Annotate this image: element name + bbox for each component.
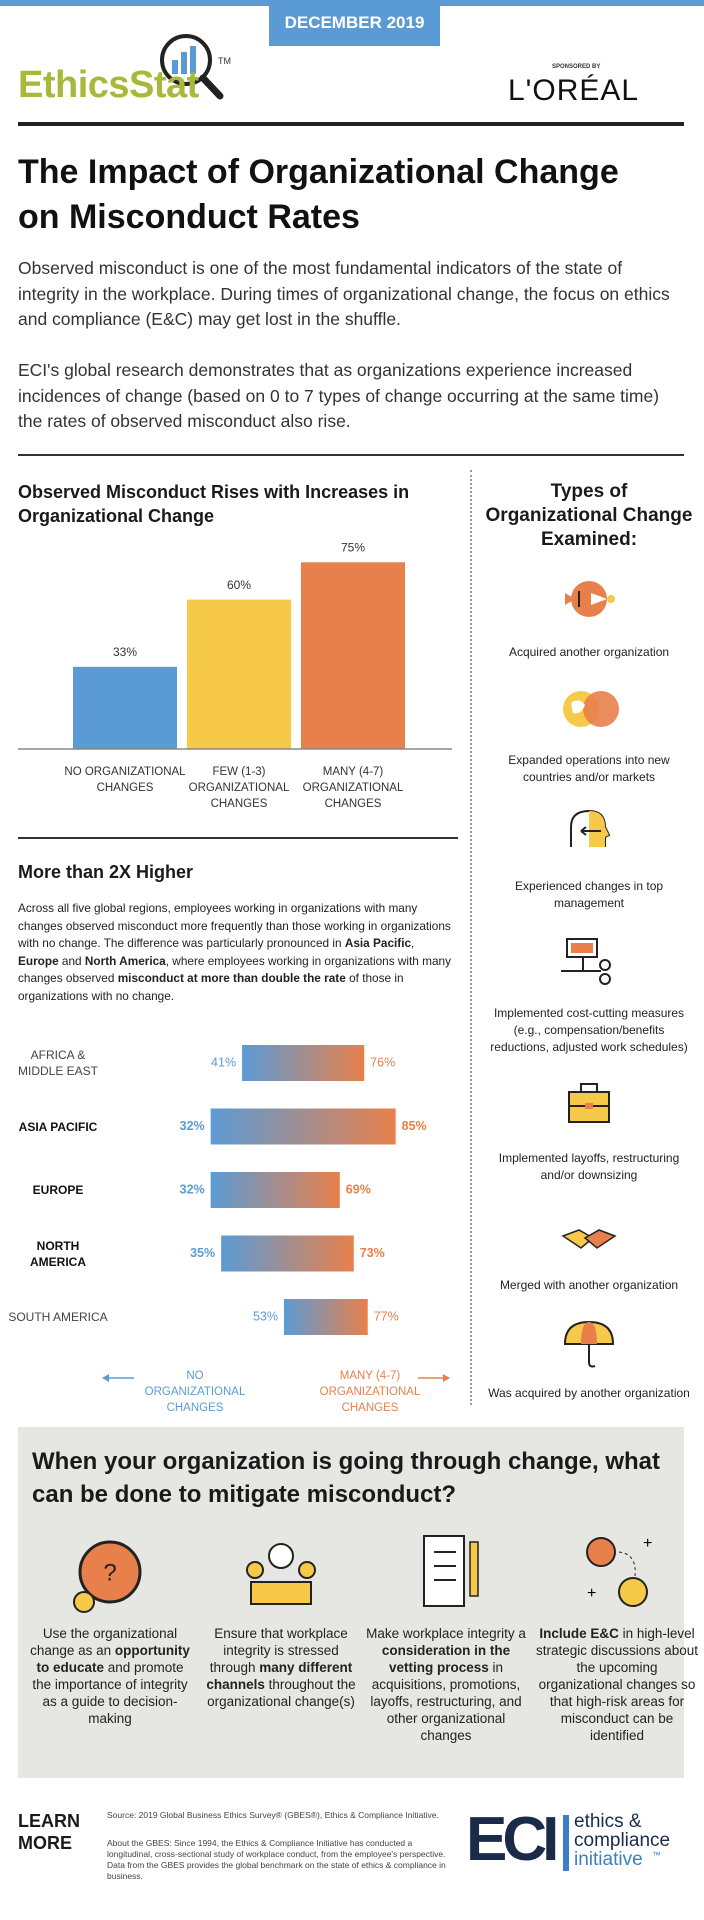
- trademark: TM: [218, 56, 231, 66]
- range-bar: [210, 1108, 396, 1145]
- text-run: Include E&C: [539, 1626, 619, 1641]
- mitigation-text: Ensure that workplace integrity is stres…: [199, 1625, 363, 1710]
- mitigation-text: Use the organizational change as an oppo…: [28, 1625, 192, 1727]
- org-name: ethics &: [574, 1811, 642, 1832]
- chart-description: Across all five global regions, employee…: [18, 900, 458, 1005]
- divider: [18, 122, 684, 126]
- text-run: Asia Pacific: [344, 936, 412, 950]
- sponsor-label: SPONSORED BY: [552, 64, 601, 70]
- bar: [301, 562, 405, 749]
- type-icons: [561, 581, 619, 1368]
- logo-bar: [563, 1815, 569, 1871]
- text-run: consideration in the vetting process: [381, 1643, 511, 1675]
- text-run: and promote the importance of integrity …: [32, 1660, 188, 1726]
- x-tick-label: NO ORGANIZATIONAL CHANGES: [64, 766, 186, 794]
- bar: [73, 666, 177, 749]
- value-label: 33%: [113, 645, 137, 659]
- category-label: SOUTH AMERICA: [8, 1310, 108, 1324]
- logo-icon: [160, 34, 224, 100]
- mitigation-text: Make workplace integrity a consideration…: [364, 1625, 528, 1744]
- text-run: misconduct at more than double the rate: [117, 971, 346, 985]
- title: The Impact of Organizational Change on M…: [18, 153, 619, 236]
- legend-arrows: [102, 1374, 450, 1382]
- type-label: Implemented layoffs, restructuring and/o…: [498, 1151, 680, 1182]
- svg-text:+: +: [587, 1585, 596, 1602]
- types-title: Types of Organizational Change Examined:: [485, 481, 693, 550]
- text-run: many different channels: [206, 1660, 353, 1692]
- x-tick-label: FEW (1-3) ORGANIZATIONAL CHANGES: [188, 766, 290, 810]
- value-label: 85%: [402, 1119, 427, 1133]
- legend-label: NO ORGANIZATIONAL CHANGES: [144, 1370, 246, 1414]
- category-label: NORTH AMERICA: [30, 1238, 86, 1269]
- text-run: Europe: [18, 953, 59, 968]
- value-label: 41%: [211, 1055, 236, 1069]
- org-name: initiative: [574, 1849, 643, 1870]
- category-label: AFRICA & MIDDLE EAST: [17, 1048, 98, 1078]
- text-run: in acquisitions, promotions, layoffs, re…: [370, 1660, 522, 1743]
- eci-logo: ECI: [466, 1805, 559, 1874]
- type-label: Experienced changes in top management: [514, 879, 664, 910]
- value-label: 77%: [374, 1309, 399, 1323]
- svg-text:+: +: [643, 1535, 652, 1552]
- bar: [187, 599, 291, 749]
- value-label: 69%: [346, 1182, 371, 1196]
- divider: [18, 837, 458, 839]
- range-chart: 41% 76% 32% 85% 32% 69% 35% 73% 53% 77%: [180, 1045, 427, 1335]
- x-tick-label: MANY (4-7) ORGANIZATIONAL CHANGES: [302, 766, 404, 810]
- mitigation-text: Include E&C in high-level strategic disc…: [535, 1625, 699, 1744]
- divider: [18, 454, 684, 456]
- text-run: Ensure that workplace integrity is stres…: [209, 1626, 348, 1675]
- text-run: ,: [411, 936, 415, 950]
- type-label: Expanded operations into new countries a…: [508, 753, 670, 784]
- type-label: Acquired another organization: [508, 645, 670, 659]
- value-label: 32%: [180, 1182, 205, 1196]
- chart-title: Observed Misconduct Rises with Increases…: [18, 482, 410, 526]
- learn-more[interactable]: LEARN MORE: [18, 1811, 80, 1853]
- value-label: 76%: [370, 1055, 395, 1069]
- text-run: , where employees working in organizatio…: [18, 953, 451, 986]
- mitigation-title: When your organization is going through …: [32, 1448, 660, 1508]
- intro-paragraph: Observed misconduct is one of the most f…: [18, 258, 670, 329]
- text-run: in high-level strategic discussions abou…: [535, 1626, 699, 1743]
- text-run: Use the organizational change as an: [30, 1626, 178, 1658]
- source: Source: 2019 Global Business Ethics Surv…: [107, 1810, 439, 1820]
- value-label: 35%: [190, 1246, 215, 1260]
- value-label: 60%: [227, 578, 251, 592]
- range-bar: [242, 1045, 365, 1081]
- type-label: Implemented cost-cutting measures (e.g.,…: [490, 1006, 688, 1054]
- trademark: ™: [652, 1850, 661, 1860]
- text-run: Across all five global regions, employee…: [18, 901, 451, 950]
- range-bar: [210, 1172, 340, 1208]
- svg-text:?: ?: [103, 1559, 116, 1586]
- value-label: 75%: [341, 540, 365, 554]
- type-label: Merged with another organization: [499, 1278, 679, 1292]
- type-label: Was acquired by another organization: [488, 1386, 690, 1400]
- value-label: 32%: [180, 1119, 205, 1133]
- bar-chart: 33% 60% 75%: [18, 540, 452, 750]
- text-run: of those in organizations with no change…: [18, 971, 404, 1003]
- sponsor: L'ORÉAL: [508, 74, 640, 107]
- value-label: 73%: [360, 1246, 385, 1260]
- value-label: 53%: [253, 1309, 278, 1323]
- text-run: North America: [84, 953, 166, 968]
- date-badge: DECEMBER 2019: [269, 0, 440, 46]
- legend-label: MANY (4-7) ORGANIZATIONAL CHANGES: [319, 1370, 421, 1414]
- mitigation-panel: [18, 1427, 684, 1778]
- text-run: opportunity to educate: [36, 1643, 190, 1675]
- brand: EthicsStat: [18, 64, 199, 106]
- range-bar: [283, 1299, 368, 1335]
- range-bar: [221, 1235, 354, 1272]
- org-name: compliance: [574, 1830, 671, 1851]
- category-label: ASIA PACIFIC: [18, 1119, 98, 1134]
- text-run: throughout the organizational change(s): [207, 1677, 356, 1709]
- column-divider: [470, 470, 472, 1405]
- mitigation-icons: ? + +: [73, 1535, 652, 1613]
- chart-title: More than 2X Higher: [18, 862, 194, 882]
- intro-paragraph: ECI's global research demonstrates that …: [18, 360, 660, 431]
- text-run: and: [58, 953, 85, 968]
- category-label: EUROPE: [32, 1183, 84, 1197]
- about: About the GBES: Since 1994, the Ethics &…: [107, 1838, 446, 1881]
- text-run: Make workplace integrity a: [366, 1626, 526, 1641]
